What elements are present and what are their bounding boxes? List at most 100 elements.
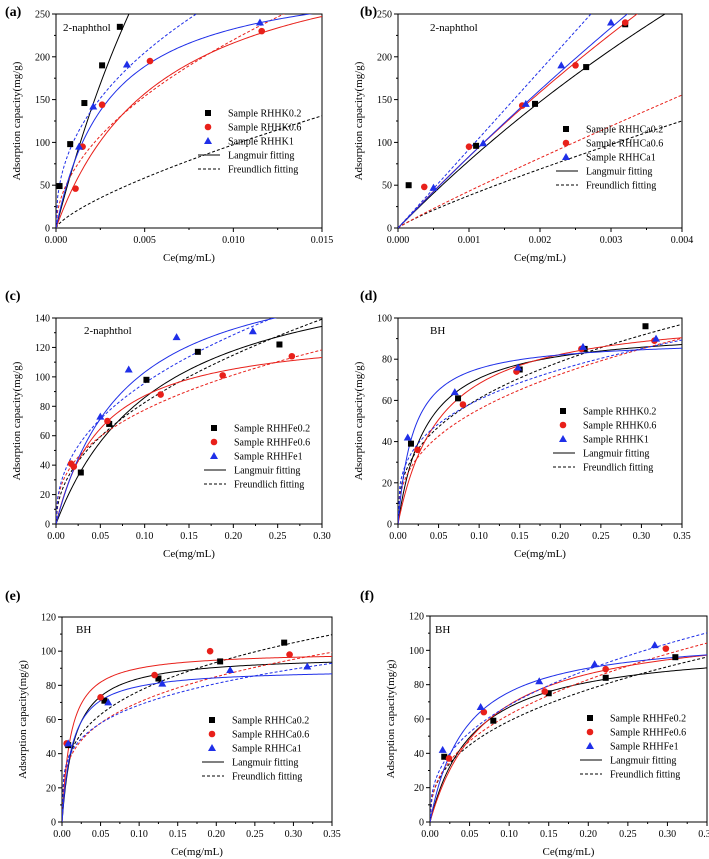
data-point [155, 675, 162, 682]
x-tick-label: 0.10 [500, 829, 518, 840]
panel-label: (b) [360, 5, 377, 20]
data-point [405, 182, 412, 189]
langmuir-fit-curve [62, 673, 332, 822]
y-tick-label: 20 [40, 490, 50, 501]
panel-label: (d) [360, 289, 377, 304]
x-tick-label: 0.25 [269, 531, 287, 542]
panel-f: 0.00 0.05 0.10 0.15 0.20 0.25 0.30 0.35 0 20 40 60 8… [360, 589, 709, 858]
data-point [226, 665, 235, 673]
data-point [72, 185, 79, 192]
y-tick-label: 100 [41, 647, 56, 658]
x-tick-label: 0.002 [529, 235, 552, 246]
data-point [104, 698, 113, 706]
legend-marker [586, 742, 594, 749]
x-tick-label: 0.25 [619, 829, 637, 840]
data-point [438, 745, 447, 753]
data-point [450, 388, 459, 396]
legend-marker [559, 421, 567, 429]
x-tick-label: 0.005 [133, 235, 156, 246]
legend: Sample RHHK0.2 Sample RHHK0.6 Sample RHHK1… [198, 109, 301, 176]
x-tick-label: 0.00 [421, 829, 439, 840]
x-tick-label: 0.20 [580, 829, 598, 840]
x-axis-label: Ce(mg/mL) [514, 252, 566, 264]
data-point [157, 391, 164, 398]
data-point [219, 372, 226, 379]
x-tick-label: 0.15 [540, 829, 558, 840]
legend-marker [208, 730, 216, 738]
legend-marker [562, 153, 570, 160]
data-point [194, 348, 201, 355]
y-tick-label: 40 [46, 749, 56, 760]
data-point [151, 671, 158, 679]
x-tick-label: 0.10 [130, 829, 148, 840]
legend-marker [210, 438, 218, 446]
legend: Sample RHHK0.2 Sample RHHK0.6 Sample RHHK1… [553, 407, 656, 474]
data-point [122, 60, 131, 68]
langmuir-fit-curve [398, 14, 666, 228]
y-tick-label: 40 [382, 437, 392, 448]
y-tick-label: 40 [40, 461, 50, 472]
data-point [56, 183, 63, 190]
legend-entry: Sample RHHK1 [228, 137, 294, 148]
legend-entry: Sample RHHFe0.2 [610, 714, 686, 725]
y-tick-label: 40 [414, 749, 424, 760]
legend-entry: Sample RHHCa0.2 [586, 125, 663, 136]
langmuir-fit-curve [56, 14, 313, 228]
x-tick-label: 0.00 [53, 829, 71, 840]
x-tick-label: 0.15 [180, 531, 198, 542]
langmuir-fit-curve [56, 14, 130, 228]
y-tick-label: 100 [35, 372, 50, 383]
data-point [303, 662, 312, 670]
freundlich-fit-curve [62, 634, 332, 822]
y-axis-label: Adsorption capacity(mg/g) [353, 361, 365, 480]
y-tick-label: 60 [414, 715, 424, 726]
legend-langmuir-label: Langmuir fitting [586, 167, 652, 178]
data-point [407, 440, 414, 447]
data-point [258, 27, 266, 35]
langmuir-fit-curve [398, 14, 629, 228]
data-point [429, 183, 438, 191]
legend: Sample RHHFe0.2 Sample RHHFe0.6 Sample RHH… [204, 424, 310, 491]
data-point [541, 688, 549, 695]
panel-b: 0.000 0.001 0.002 0.003 0.004 0 50 100 150 200 250… [353, 5, 693, 264]
data-point [217, 658, 224, 665]
data-point [476, 702, 485, 710]
y-tick-label: 200 [377, 52, 392, 63]
y-tick-label: 150 [377, 95, 392, 106]
y-tick-label: 0 [387, 224, 392, 235]
x-tick-label: 0.30 [313, 531, 331, 542]
langmuir-fit-curve [62, 655, 332, 822]
x-axis-label: Ce(mg/mL) [163, 252, 215, 264]
data-point [414, 446, 421, 454]
legend-freundlich-label: Freundlich fitting [234, 480, 304, 491]
x-tick-label: 0.00 [389, 531, 407, 542]
langmuir-fit-curve [430, 654, 707, 822]
x-axis-label: Ce(mg/mL) [543, 846, 595, 858]
data-point [455, 395, 462, 402]
y-axis-label: Adsorption capacity(mg/g) [385, 659, 397, 778]
plot-frame [55, 317, 323, 525]
x-tick-label: 0.25 [246, 829, 264, 840]
data-point [572, 62, 579, 69]
x-tick-label: 0.000 [387, 235, 410, 246]
data-point [602, 674, 609, 681]
data-point [146, 57, 154, 65]
y-tick-label: 100 [35, 138, 50, 149]
y-tick-label: 60 [46, 715, 56, 726]
data-point [124, 365, 133, 373]
data-point [441, 753, 448, 760]
data-point [535, 677, 544, 685]
y-tick-label: 80 [46, 681, 56, 692]
legend-entry: Sample RHHFe0.6 [234, 438, 310, 449]
freundlich-fit-curve [62, 662, 332, 822]
data-point [465, 143, 473, 150]
legend-freundlich-label: Freundlich fitting [586, 181, 656, 192]
y-tick-label: 0 [387, 520, 392, 531]
y-tick-label: 60 [382, 396, 392, 407]
panel-annotation: 2-naphthol [430, 22, 478, 34]
panel-annotation: BH [435, 624, 450, 636]
legend-entry: Sample RHHFe1 [234, 452, 303, 463]
data-point [255, 18, 264, 26]
data-point [480, 708, 488, 716]
freundlich-fit-curve [398, 14, 592, 228]
